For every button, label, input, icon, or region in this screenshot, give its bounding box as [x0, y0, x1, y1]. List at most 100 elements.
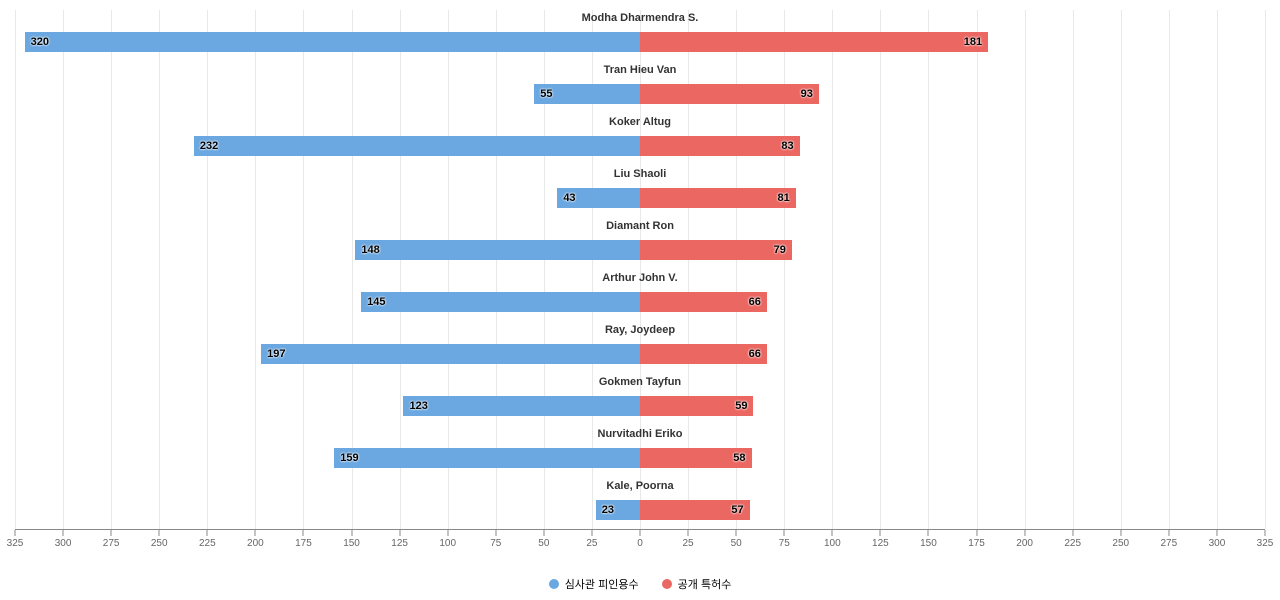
tick-mark [447, 530, 448, 536]
row-bars: 197 66 [15, 344, 1265, 364]
tick-label: 25 [683, 538, 694, 549]
legend-item-left: 심사관 피인용수 [549, 576, 639, 592]
plot-area: Modha Dharmendra S. 320 181 Tran Hieu Van 55… [15, 10, 1265, 530]
row-bars: 43 81 [15, 188, 1265, 208]
row-label: Modha Dharmendra S. [15, 12, 1265, 24]
tick-label: 325 [7, 538, 24, 549]
tick-mark [159, 530, 160, 536]
bar-right: 58 [640, 448, 752, 468]
bar-left-value: 43 [563, 192, 575, 204]
row-bars: 159 58 [15, 448, 1265, 468]
bar-left: 197 [261, 344, 640, 364]
gridline [1265, 10, 1266, 529]
row-bars: 123 59 [15, 396, 1265, 416]
bar-right-value: 181 [964, 36, 982, 48]
bar-right-value: 81 [778, 192, 790, 204]
tick-mark [495, 530, 496, 536]
tick-label: 225 [199, 538, 216, 549]
tick-label: 300 [55, 538, 72, 549]
tick-mark [1216, 530, 1217, 536]
bar-left: 320 [25, 32, 640, 52]
legend-dot-right [662, 579, 672, 589]
bar-right: 66 [640, 292, 767, 312]
bar-right-value: 66 [749, 348, 761, 360]
bar-right: 57 [640, 500, 750, 520]
tick-mark [207, 530, 208, 536]
bar-left-value: 148 [361, 244, 379, 256]
row-bars: 2357 [15, 500, 1265, 520]
bar-right: 181 [640, 32, 988, 52]
tick-label: 175 [968, 538, 985, 549]
tick-label: 200 [1016, 538, 1033, 549]
bar-left: 159 [334, 448, 640, 468]
legend-label-left: 심사관 피인용수 [565, 576, 639, 592]
row-label: Koker Altug [15, 116, 1265, 128]
legend-dot-left [549, 579, 559, 589]
tick-mark [351, 530, 352, 536]
chart-row: Koker Altug 232 83 [15, 114, 1265, 166]
tick-mark [976, 530, 977, 536]
bar-left: 55 [534, 84, 640, 104]
tick-label: 25 [586, 538, 597, 549]
tick-mark [591, 530, 592, 536]
tick-label: 75 [490, 538, 501, 549]
chart-row: Ray, Joydeep19766 [15, 322, 1265, 374]
tick-mark [928, 530, 929, 536]
bar-right: 59 [640, 396, 753, 416]
bar-left: 145 [361, 292, 640, 312]
bar-left-value: 320 [31, 36, 49, 48]
chart-row: Tran Hieu Van5593 [15, 62, 1265, 114]
bar-right: 83 [640, 136, 800, 156]
chart-row: Diamant Ron14879 [15, 218, 1265, 270]
tick-mark [1265, 530, 1266, 536]
bar-left-value: 145 [367, 296, 385, 308]
tick-mark [111, 530, 112, 536]
tick-label: 200 [247, 538, 264, 549]
tick-label: 75 [779, 538, 790, 549]
tick-mark [63, 530, 64, 536]
chart-row: Gokmen Tayfun12359 [15, 374, 1265, 426]
row-label: Tran Hieu Van [15, 64, 1265, 76]
bar-left: 43 [557, 188, 640, 208]
tick-mark [880, 530, 881, 536]
tick-label: 100 [439, 538, 456, 549]
tick-mark [832, 530, 833, 536]
bar-right-value: 79 [774, 244, 786, 256]
tick-label: 150 [343, 538, 360, 549]
bar-right-value: 59 [735, 400, 747, 412]
tick-label: 250 [151, 538, 168, 549]
tick-label: 275 [103, 538, 120, 549]
bar-left: 23 [596, 500, 640, 520]
bar-right: 81 [640, 188, 796, 208]
tick-mark [399, 530, 400, 536]
tick-label: 100 [824, 538, 841, 549]
tick-label: 300 [1209, 538, 1226, 549]
tick-label: 125 [391, 538, 408, 549]
bar-right-value: 58 [733, 452, 745, 464]
bar-left: 123 [403, 396, 640, 416]
tick-mark [543, 530, 544, 536]
bar-right: 79 [640, 240, 792, 260]
tick-label: 125 [872, 538, 889, 549]
row-label: Arthur John V. [15, 272, 1265, 284]
tick-label: 50 [731, 538, 742, 549]
legend: 심사관 피인용수 공개 특허수 [0, 576, 1280, 592]
tick-label: 175 [295, 538, 312, 549]
bar-left-value: 197 [267, 348, 285, 360]
legend-label-right: 공개 특허수 [678, 576, 732, 592]
tick-label: 325 [1257, 538, 1274, 549]
row-label: Liu Shaoli [15, 168, 1265, 180]
tick-label: 275 [1161, 538, 1178, 549]
row-bars: 148 79 [15, 240, 1265, 260]
tick-mark [1024, 530, 1025, 536]
diverging-bar-chart: Modha Dharmendra S. 320 181 Tran Hieu Van 55… [0, 0, 1280, 600]
tick-label: 0 [637, 538, 643, 549]
bar-left: 148 [355, 240, 640, 260]
tick-mark [303, 530, 304, 536]
bar-right-value: 66 [749, 296, 761, 308]
tick-label: 225 [1064, 538, 1081, 549]
row-label: Nurvitadhi Eriko [15, 428, 1265, 440]
bar-left-value: 232 [200, 140, 218, 152]
x-axis: 3253002752502252001751501251007550250255… [15, 530, 1265, 550]
chart-row: Arthur John V. 145 66 [15, 270, 1265, 322]
